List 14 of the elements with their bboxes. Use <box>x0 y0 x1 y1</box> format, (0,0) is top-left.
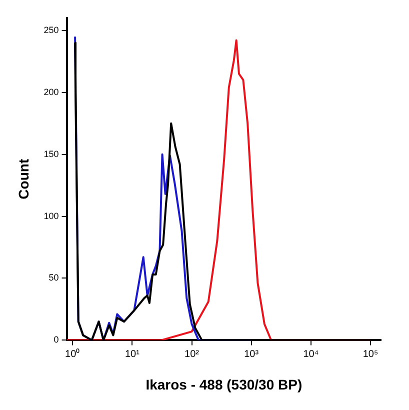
x-tick-label: 10¹ <box>124 348 140 360</box>
y-tick-label: 0 <box>54 334 59 345</box>
x-tick-label: 10⁰ <box>65 348 80 360</box>
y-tick-label: 150 <box>44 148 59 159</box>
y-tick-label: 100 <box>44 210 59 221</box>
y-axis-title: Count <box>15 158 32 200</box>
x-tick-label: 10² <box>184 348 200 360</box>
x-axis-title: Ikaros - 488 (530/30 BP) <box>146 376 302 392</box>
x-tick-label: 10⁴ <box>303 348 319 360</box>
y-tick-label: 50 <box>48 272 59 283</box>
y-tick-label: 200 <box>44 86 59 97</box>
x-tick-label: 10³ <box>244 348 260 360</box>
y-tick-label: 250 <box>44 24 59 35</box>
x-tick-label: 10⁵ <box>362 348 378 360</box>
